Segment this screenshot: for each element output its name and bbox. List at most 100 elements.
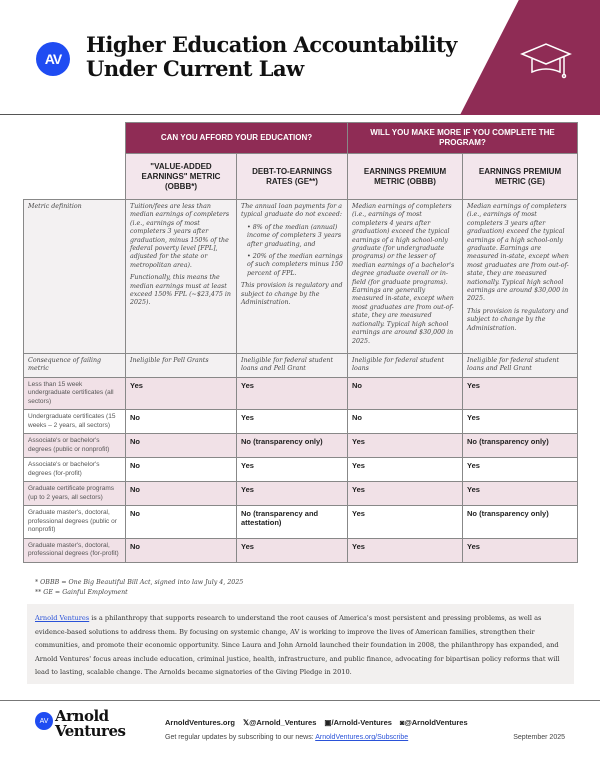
value-cell: No	[347, 409, 464, 435]
row-label: Consequence of failing metric	[23, 352, 126, 378]
page-header: AV Higher Education Accountability Under…	[0, 0, 600, 115]
empty-corner	[23, 122, 126, 154]
value-cell: No	[125, 505, 237, 539]
value-cell: Yes	[347, 505, 464, 539]
row-label: Graduate master's, doctoral, professiona…	[23, 537, 126, 563]
value-cell: Yes	[235, 481, 349, 507]
row-label: Less than 15 week undergraduate certific…	[23, 376, 126, 411]
av-logo: AV	[36, 42, 70, 76]
value-cell: No (transparency only)	[462, 433, 579, 459]
table-row: Less than 15 week undergraduate certific…	[23, 376, 579, 411]
table-row: Associate's or bachelor's degrees (publi…	[23, 433, 579, 459]
av-logo-small: AV	[35, 712, 53, 730]
value-cell: No	[125, 433, 237, 459]
definition-cell: Median earnings of completers (i.e., ear…	[462, 199, 579, 354]
footnotes: * OBBB = One Big Beautiful Bill Act, sig…	[35, 578, 243, 598]
graduation-cap-icon	[520, 43, 572, 79]
wordmark-line: Ventures	[55, 722, 126, 740]
definition-cell: Tuition/fees are less than median earnin…	[125, 199, 237, 354]
website-link[interactable]: ArnoldVentures.org	[165, 718, 236, 727]
table-row: Graduate certificate programs (up to 2 y…	[23, 481, 579, 507]
title-line-2: Under Current Law	[86, 56, 304, 81]
value-cell: Yes	[347, 457, 464, 483]
value-cell: Yes	[235, 376, 349, 411]
value-cell: Yes	[125, 376, 237, 411]
column-header: EARNINGS PREMIUM METRIC (GE)	[462, 153, 579, 200]
consequence-cell: Ineligible for federal student loans and…	[462, 352, 579, 378]
x-link[interactable]: 𝕏@Arnold_Ventures	[243, 718, 316, 727]
about-text: is a philanthropy that supports research…	[35, 614, 560, 676]
definition-text: This provision is regulatory and subject…	[241, 282, 343, 307]
row-label: Graduate master's, doctoral, professiona…	[23, 505, 126, 539]
value-cell: No	[125, 481, 237, 507]
page-title: Higher Education Accountability Under Cu…	[86, 33, 457, 81]
definition-text: Median earnings of completers (i.e., ear…	[352, 203, 455, 345]
x-icon: 𝕏	[243, 718, 250, 727]
subscribe-line: Get regular updates by subscribing to ou…	[165, 734, 408, 741]
value-cell: Yes	[347, 537, 464, 563]
value-cell: Yes	[235, 457, 349, 483]
definition-text: This provision is regulatory and subject…	[467, 307, 569, 332]
group-header-earn-more: WILL YOU MAKE MORE IF YOU COMPLETE THE P…	[347, 122, 579, 154]
value-cell: Yes	[235, 537, 349, 563]
linkedin-handle: /Arnold-Ventures	[331, 718, 392, 727]
table-row: Graduate master's, doctoral, professiona…	[23, 537, 579, 563]
definition-bullet: 8% of the median (annual) income of comp…	[247, 224, 343, 249]
linkedin-icon: ▣	[324, 718, 332, 727]
value-cell: Yes	[462, 537, 579, 563]
value-cell: Yes	[462, 409, 579, 435]
definition-row: Metric definition Tuition/fees are less …	[23, 199, 579, 354]
row-label: Undergraduate certificates (15 weeks – 2…	[23, 409, 126, 435]
definition-cell: The annual loan payments for a typical g…	[235, 199, 349, 354]
column-header: EARNINGS PREMIUM METRIC (OBBB)	[347, 153, 464, 200]
publication-date: September 2025	[513, 734, 565, 741]
table-row: Undergraduate certificates (15 weeks – 2…	[23, 409, 579, 435]
definition-text: Median earnings of completers (i.e., ear…	[467, 203, 569, 303]
about-box: Arnold Ventures is a philanthropy that s…	[27, 604, 574, 684]
social-links: ArnoldVentures.org 𝕏@Arnold_Ventures ▣/A…	[165, 718, 468, 727]
subscribe-text: Get regular updates by subscribing to ou…	[165, 734, 316, 741]
definition-cell: Median earnings of completers (i.e., ear…	[347, 199, 464, 354]
row-label: Graduate certificate programs (up to 2 y…	[23, 481, 126, 507]
definition-bullet: 20% of the median earnings of such compl…	[247, 253, 343, 278]
arnold-ventures-link[interactable]: Arnold Ventures	[35, 614, 90, 622]
empty-corner	[23, 153, 126, 200]
x-handle: @Arnold_Ventures	[249, 718, 317, 727]
value-cell: Yes	[462, 481, 579, 507]
value-cell: No	[347, 376, 464, 411]
instagram-handle: @ArnoldVentures	[404, 718, 468, 727]
instagram-icon: ◙	[399, 718, 405, 727]
consequence-cell: Ineligible for federal student loans and…	[235, 352, 349, 378]
value-cell: No	[125, 457, 237, 483]
column-header: DEBT-TO-EARNINGS RATES (GE**)	[235, 153, 349, 200]
definition-text: Functionally, this means the median earn…	[130, 274, 231, 307]
footer-divider	[0, 700, 600, 701]
definition-text: The annual loan payments for a typical g…	[241, 203, 343, 219]
footnote: ** GE = Gainful Employment	[35, 589, 128, 596]
value-cell: Yes	[347, 433, 464, 459]
value-cell: Yes	[462, 376, 579, 411]
arnold-ventures-wordmark: Arnold Ventures	[55, 707, 126, 740]
subscribe-link[interactable]: ArnoldVentures.org/Subscribe	[315, 734, 409, 741]
table-row: Associate's or bachelor's degrees (for-p…	[23, 457, 579, 483]
value-cell: No	[125, 537, 237, 563]
value-cell: Yes	[235, 409, 349, 435]
row-label: Metric definition	[23, 199, 126, 354]
consequence-cell: Ineligible for federal student loans	[347, 352, 464, 378]
title-line-1: Higher Education Accountability	[86, 32, 457, 57]
group-header-afford: CAN YOU AFFORD YOUR EDUCATION?	[124, 122, 349, 154]
value-cell: No (transparency only)	[235, 433, 349, 459]
linkedin-link[interactable]: ▣/Arnold-Ventures	[324, 718, 392, 727]
wordmark-line: Arnold	[55, 707, 109, 725]
definition-text: Tuition/fees are less than median earnin…	[130, 203, 230, 269]
value-cell: No (transparency and attestation)	[235, 505, 349, 539]
value-cell: Yes	[347, 481, 464, 507]
value-cell: Yes	[462, 457, 579, 483]
consequence-cell: Ineligible for Pell Grants	[125, 352, 237, 378]
instagram-link[interactable]: ◙@ArnoldVentures	[400, 718, 468, 727]
table-row: Graduate master's, doctoral, professiona…	[23, 505, 579, 539]
value-cell: No (transparency only)	[462, 505, 579, 539]
footnote: * OBBB = One Big Beautiful Bill Act, sig…	[35, 579, 244, 586]
column-header: "VALUE-ADDED EARNINGS" METRIC (OBBB*)	[125, 153, 237, 200]
row-label: Associate's or bachelor's degrees (for-p…	[23, 457, 126, 483]
